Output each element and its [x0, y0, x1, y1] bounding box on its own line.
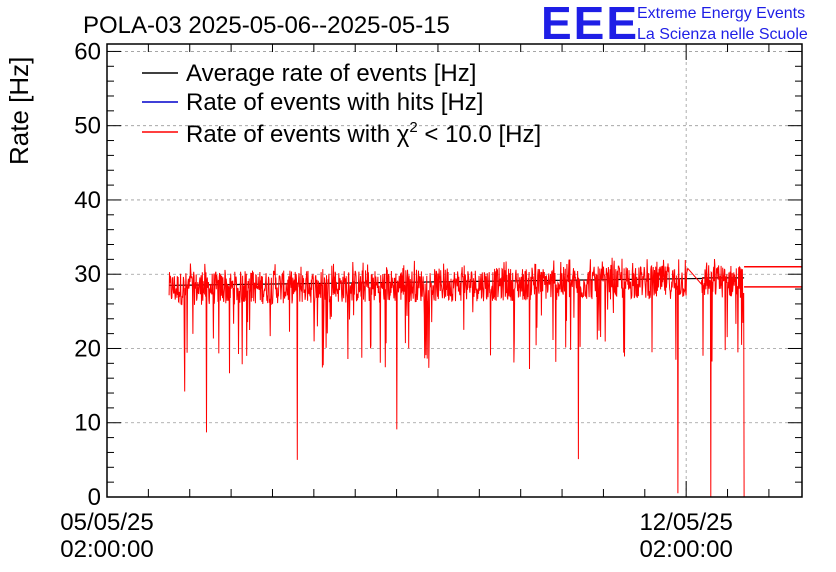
logo-mark: EEE [541, 0, 639, 49]
legend-chi2-prefix: Rate of events with [186, 121, 397, 148]
y-axis-title: Rate [Hz] [4, 57, 34, 165]
y-tick-label-10: 10 [74, 410, 101, 437]
x-tick-time-0: 02:00:00 [60, 536, 153, 563]
legend-chi2-symbol: χ [397, 121, 410, 148]
y-tick-label-20: 20 [74, 335, 101, 362]
y-tick-label-60: 60 [74, 38, 101, 65]
logo-line-2: La Scienza nelle Scuole [637, 26, 808, 43]
tick-layer: 010203040506005/05/2502:00:0012/05/2502:… [60, 38, 802, 563]
legend-chi2-suffix: < 10.0 [Hz] [418, 121, 541, 148]
legend-chi2-superscript: 2 [409, 119, 417, 136]
y-tick-label-0: 0 [88, 484, 101, 511]
y-tick-label-30: 30 [74, 261, 101, 288]
chart-title: POLA-03 2025-05-06--2025-05-15 [83, 12, 450, 39]
frame-layer [106, 43, 803, 498]
legend-label-chi2: Rate of events with χ2 < 10.0 [Hz] [186, 119, 541, 148]
series-layer [168, 257, 802, 498]
y-tick-label-50: 50 [74, 113, 101, 140]
series-chi2-rate [168, 257, 745, 498]
eee-logo: EEE Extreme Energy Events La Scienza nel… [541, 0, 808, 49]
legend: Average rate of events [Hz] Rate of even… [142, 60, 541, 148]
grid-layer [107, 44, 802, 497]
y-tick-label-40: 40 [74, 187, 101, 214]
logo-line-1: Extreme Energy Events [637, 5, 805, 22]
plot-frame [106, 43, 803, 498]
x-tick-time-1: 02:00:00 [639, 536, 732, 563]
legend-label-hits: Rate of events with hits [Hz] [186, 89, 483, 116]
x-tick-date-1: 12/05/25 [639, 509, 732, 536]
x-tick-date-0: 05/05/25 [60, 509, 153, 536]
legend-label-average: Average rate of events [Hz] [186, 60, 476, 87]
